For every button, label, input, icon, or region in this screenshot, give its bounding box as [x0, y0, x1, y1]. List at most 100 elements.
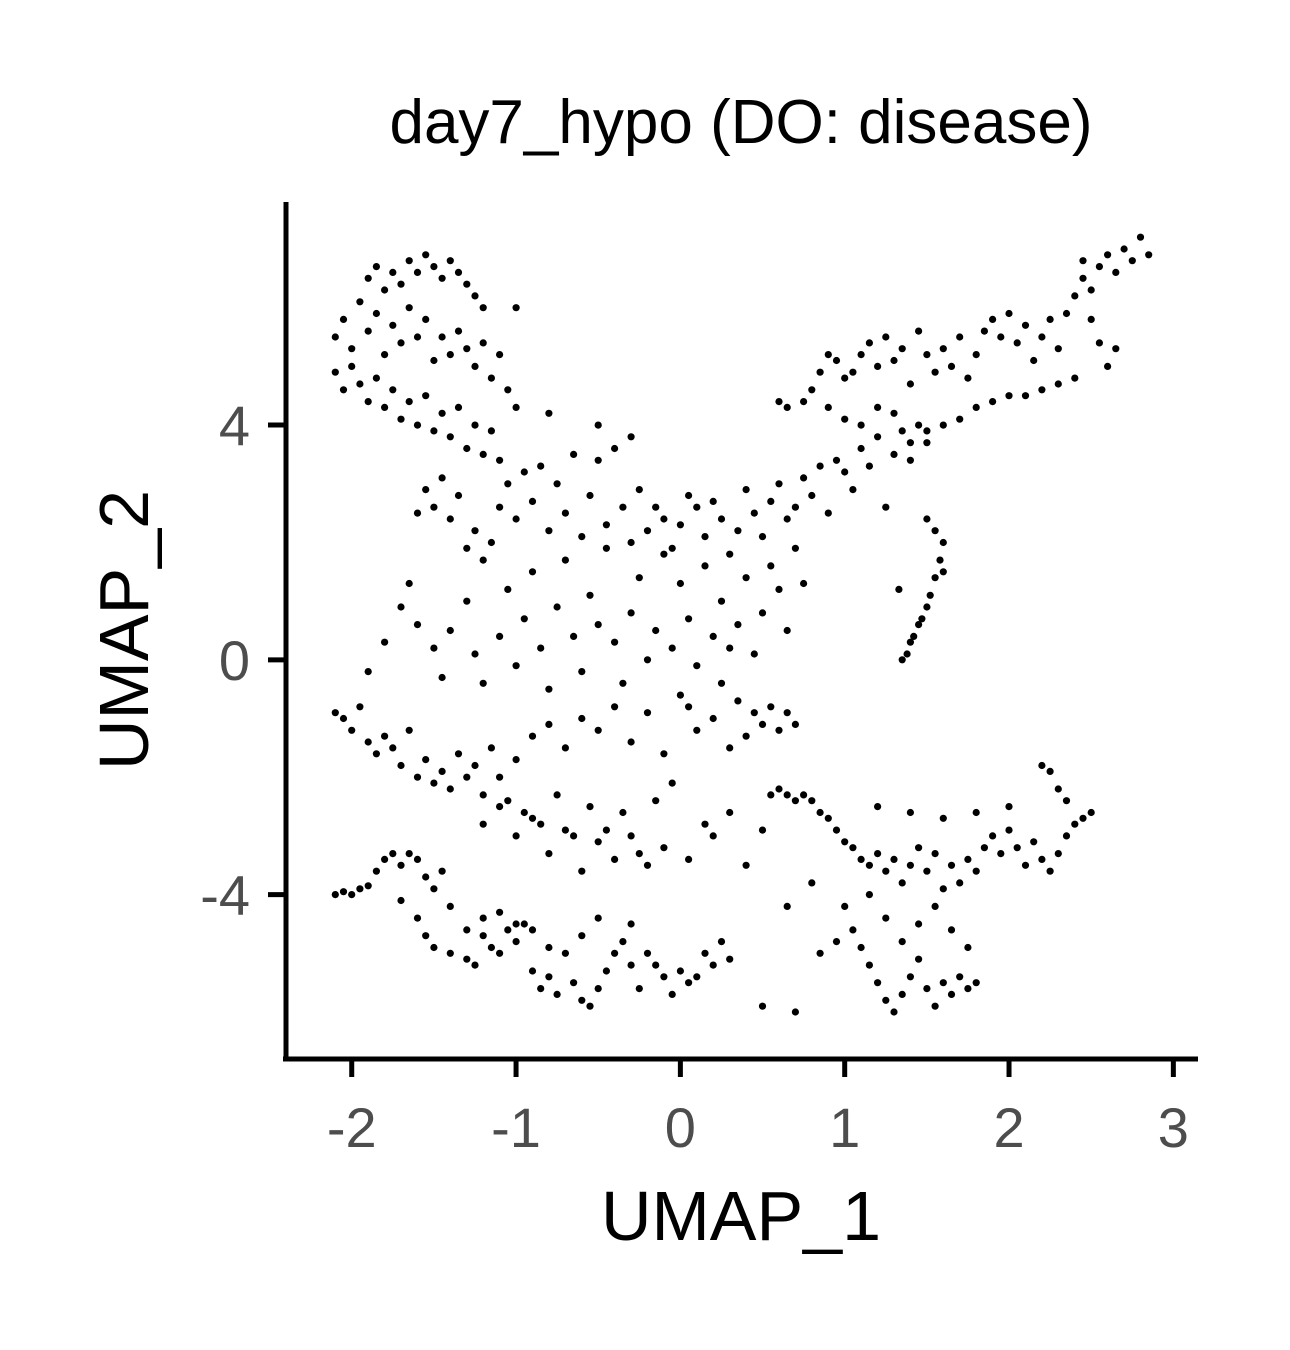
scatter-point [611, 703, 619, 711]
scatter-point [676, 579, 685, 588]
scatter-point [972, 979, 980, 987]
scatter-point [389, 321, 397, 329]
scatter-point [972, 808, 980, 817]
scatter-point [989, 832, 997, 840]
scatter-point [471, 527, 479, 535]
scatter-point [1071, 820, 1079, 828]
scatter-point [931, 902, 939, 911]
scatter-point [479, 820, 487, 828]
scatter-point [726, 550, 734, 558]
scatter-point [430, 263, 438, 271]
scatter-point [1062, 797, 1071, 805]
scatter-point [1071, 374, 1079, 382]
scatter-point [997, 333, 1005, 341]
scatter-point [701, 562, 709, 570]
scatter-point [619, 808, 627, 817]
scatter-point [923, 867, 931, 875]
scatter-point [471, 362, 479, 370]
scatter-point [438, 673, 446, 682]
scatter-point [520, 808, 528, 817]
scatter-point [578, 932, 586, 940]
scatter-point [1104, 251, 1112, 259]
scatter-point [413, 333, 422, 341]
scatter-point [791, 720, 800, 729]
scatter-point [964, 943, 972, 952]
scatter-point [553, 603, 561, 611]
scatter-point [808, 491, 816, 500]
scatter-point [512, 515, 520, 523]
scatter-point [496, 773, 504, 781]
scatter-point [578, 867, 586, 875]
scatter-point [479, 679, 487, 687]
scatter-point [709, 832, 717, 840]
scatter-point [570, 832, 578, 840]
scatter-point [1046, 315, 1054, 323]
scatter-point [890, 1008, 898, 1016]
scatter-point [693, 726, 701, 734]
scatter-point [446, 515, 454, 523]
scatter-point [841, 902, 849, 911]
scatter-point [783, 902, 791, 911]
scatter-point [479, 932, 487, 940]
scatter-point [898, 990, 906, 999]
scatter-point [997, 850, 1005, 858]
scatter-point [463, 280, 471, 288]
scatter-point [611, 444, 619, 453]
scatter-point [512, 304, 520, 312]
scatter-point [791, 503, 800, 511]
scatter-point [915, 327, 923, 335]
scatter-point [918, 615, 926, 623]
scatter-point [1120, 245, 1128, 253]
scatter-point [422, 932, 430, 940]
scatter-point [750, 709, 758, 717]
scatter-point [496, 632, 504, 641]
scatter-point [512, 832, 520, 840]
scatter-point [923, 985, 931, 993]
x-axis-title: UMAP_1 [601, 1177, 881, 1255]
scatter-point [643, 949, 652, 957]
y-tick-label: 4 [219, 394, 250, 457]
scatter-point [1079, 814, 1087, 822]
scatter-point [611, 855, 619, 864]
scatter-point [594, 985, 602, 993]
scatter-point [619, 503, 627, 511]
scatter-point [446, 949, 454, 957]
scatter-point [496, 949, 504, 957]
scatter-point [660, 550, 668, 558]
scatter-point [537, 644, 545, 652]
scatter-point [972, 403, 980, 411]
scatter-point [874, 433, 882, 441]
scatter-point [545, 973, 553, 981]
scatter-point [430, 885, 438, 893]
scatter-point [693, 662, 701, 670]
scatter-point [882, 503, 890, 511]
scatter-point [570, 632, 578, 641]
scatter-point [734, 697, 742, 705]
scatter-point [895, 585, 903, 594]
scatter-point [936, 556, 944, 564]
scatter-point [972, 867, 980, 875]
scatter-point [504, 585, 512, 594]
scatter-point [381, 855, 389, 864]
scatter-point [422, 873, 430, 881]
scatter-point [430, 943, 438, 952]
scatter-point [783, 515, 791, 523]
scatter-point [668, 779, 676, 787]
scatter-point [446, 902, 454, 911]
scatter-point [701, 820, 709, 828]
scatter-point [800, 579, 808, 588]
scatter-point [586, 1002, 594, 1010]
scatter-point [758, 609, 767, 617]
scatter-point [413, 268, 422, 276]
scatter-point [824, 351, 832, 359]
y-axis-title: UMAP_2 [85, 490, 163, 770]
y-tick-label: -4 [200, 864, 250, 927]
scatter-point [496, 803, 504, 811]
scatter-point [487, 943, 495, 952]
scatter-point [758, 826, 767, 834]
scatter-point [627, 832, 635, 840]
scatter-point [430, 427, 438, 435]
scatter-point [1087, 286, 1095, 294]
scatter-point [643, 709, 652, 717]
scatter-point [356, 703, 364, 711]
